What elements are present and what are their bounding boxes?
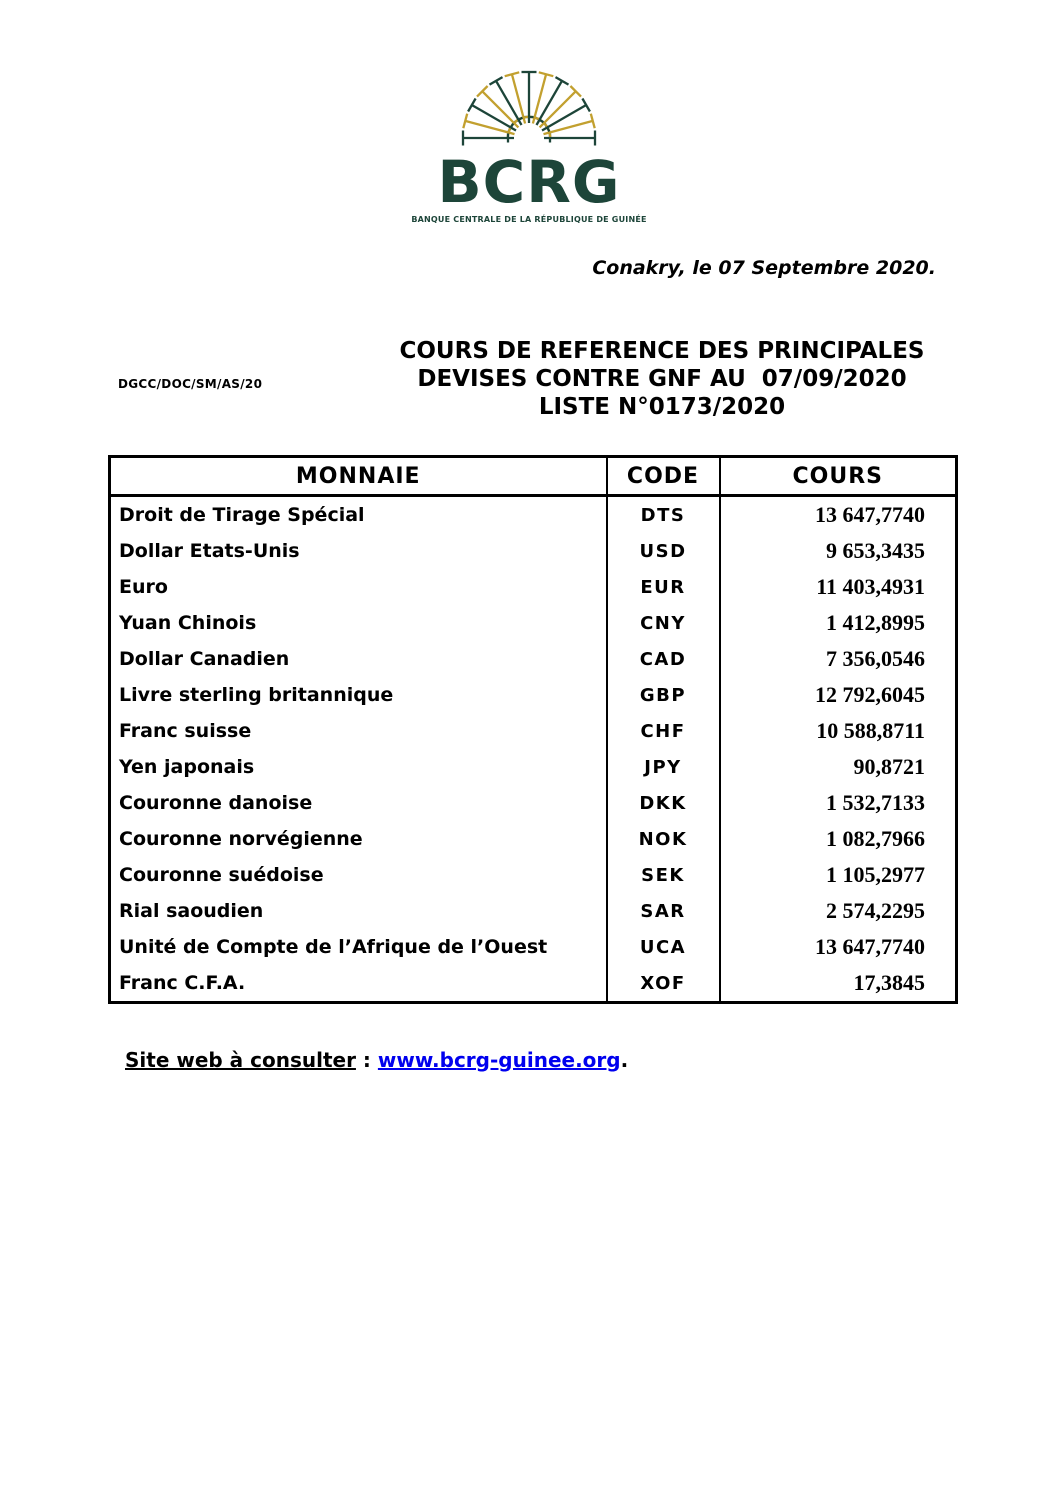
column-header-cours: COURS	[718, 455, 958, 497]
footer-label: Site web à consulter	[125, 1048, 356, 1072]
title-line-1: COURS DE REFERENCE DES PRINCIPALES	[399, 338, 925, 364]
column-header-monnaie: MONNAIE	[108, 455, 608, 497]
currency-name-cell: Euro	[108, 569, 608, 605]
currency-name-cell: Couronne suédoise	[108, 857, 608, 893]
exchange-rate-cell: 13 647,7740	[718, 495, 958, 533]
table-row: Yuan Chinois CNY 1 412,8995	[108, 605, 958, 641]
table-row: Droit de Tirage Spécial DTS 13 647,7740	[108, 495, 958, 533]
exchange-rate-cell: 1 105,2977	[718, 857, 958, 893]
currency-name-cell: Livre sterling britannique	[108, 677, 608, 713]
rates-table-body: Droit de Tirage Spécial DTS 13 647,7740 Dol…	[108, 495, 958, 1003]
exchange-rate-cell: 1 532,7133	[718, 785, 958, 821]
currency-code-cell: CAD	[605, 641, 721, 677]
column-header-code: CODE	[605, 455, 721, 497]
currency-code-cell: DKK	[605, 785, 721, 821]
currency-code-cell: CHF	[605, 713, 721, 749]
exchange-rate-cell: 10 588,8711	[718, 713, 958, 749]
currency-code-cell: JPY	[605, 749, 721, 785]
currency-code-cell: GBP	[605, 677, 721, 713]
exchange-rate-cell: 1 412,8995	[718, 605, 958, 641]
currency-code-cell: DTS	[605, 495, 721, 533]
bcrg-logo: BCRG BANQUE CENTRALE DE LA RÉPUBLIQUE DE…	[409, 70, 649, 224]
table-row: Couronne suédoise SEK 1 105,2977	[108, 857, 958, 893]
currency-code-cell: SEK	[605, 857, 721, 893]
table-row: Couronne danoise DKK 1 532,7133	[108, 785, 958, 821]
currency-name-cell: Couronne norvégienne	[108, 821, 608, 857]
currency-code-cell: SAR	[605, 893, 721, 929]
table-row: Yen japonais JPY 90,8721	[108, 749, 958, 785]
exchange-rate-cell: 12 792,6045	[718, 677, 958, 713]
currency-name-cell: Franc suisse	[108, 713, 608, 749]
logo-subtitle: BANQUE CENTRALE DE LA RÉPUBLIQUE DE GUIN…	[411, 215, 647, 224]
footer-separator: :	[355, 1048, 378, 1072]
table-row: Unité de Compte de l’Afrique de l’Ouest U…	[108, 929, 958, 965]
document-reference: DGCC/DOC/SM/AS/20	[118, 377, 263, 391]
footer-period: .	[620, 1048, 629, 1072]
currency-code-cell: UCA	[605, 929, 721, 965]
table-row: Dollar Canadien CAD 7 356,0546	[108, 641, 958, 677]
table-row: Rial saoudien SAR 2 574,2295	[108, 893, 958, 929]
currency-name-cell: Yuan Chinois	[108, 605, 608, 641]
table-row: Couronne norvégienne NOK 1 082,7966	[108, 821, 958, 857]
exchange-rates-table: MONNAIE CODE COURS Droit de Tirage Spéci…	[108, 455, 958, 1004]
table-header-row: MONNAIE CODE COURS	[108, 455, 958, 497]
currency-name-cell: Rial saoudien	[108, 893, 608, 929]
logo-title: BCRG	[437, 148, 621, 216]
currency-name-cell: Franc C.F.A.	[108, 965, 608, 1003]
currency-name-cell: Yen japonais	[108, 749, 608, 785]
currency-name-cell: Unité de Compte de l’Afrique de l’Ouest	[108, 929, 608, 965]
website-link[interactable]: www.bcrg-guinee.org	[377, 1048, 621, 1072]
exchange-rate-cell: 90,8721	[718, 749, 958, 785]
title-line-3: LISTE N°0173/2020	[538, 394, 786, 420]
table-row: Dollar Etats-Unis USD 9 653,3435	[108, 533, 958, 569]
exchange-rate-cell: 9 653,3435	[718, 533, 958, 569]
exchange-rate-cell: 7 356,0546	[718, 641, 958, 677]
currency-name-cell: Dollar Etats-Unis	[108, 533, 608, 569]
currency-code-cell: CNY	[605, 605, 721, 641]
currency-code-cell: NOK	[605, 821, 721, 857]
exchange-rate-cell: 1 082,7966	[718, 821, 958, 857]
currency-name-cell: Droit de Tirage Spécial	[108, 495, 608, 533]
currency-name-cell: Dollar Canadien	[108, 641, 608, 677]
dateline: Conakry, le 07 Septembre 2020.	[592, 257, 936, 279]
exchange-rate-cell: 2 574,2295	[718, 893, 958, 929]
exchange-rate-cell: 17,3845	[718, 965, 958, 1003]
title-line-2: DEVISES CONTRE GNF AU 07/09/2020	[417, 366, 907, 392]
table-row: Livre sterling britannique GBP 12 792,6045	[108, 677, 958, 713]
currency-name-cell: Couronne danoise	[108, 785, 608, 821]
footer: Site web à consulter : www.bcrg-guinee.o…	[125, 1048, 628, 1072]
currency-code-cell: EUR	[605, 569, 721, 605]
table-row: Franc C.F.A. XOF 17,3845	[108, 965, 958, 1003]
exchange-rate-cell: 13 647,7740	[718, 929, 958, 965]
currency-code-cell: USD	[605, 533, 721, 569]
table-row: Franc suisse CHF 10 588,8711	[108, 713, 958, 749]
bcrg-sunburst-icon	[461, 70, 597, 146]
exchange-rate-cell: 11 403,4931	[718, 569, 958, 605]
currency-code-cell: XOF	[605, 965, 721, 1003]
document-title: COURS DE REFERENCE DES PRINCIPALES DEVIS…	[362, 337, 962, 421]
table-row: Euro EUR 11 403,4931	[108, 569, 958, 605]
